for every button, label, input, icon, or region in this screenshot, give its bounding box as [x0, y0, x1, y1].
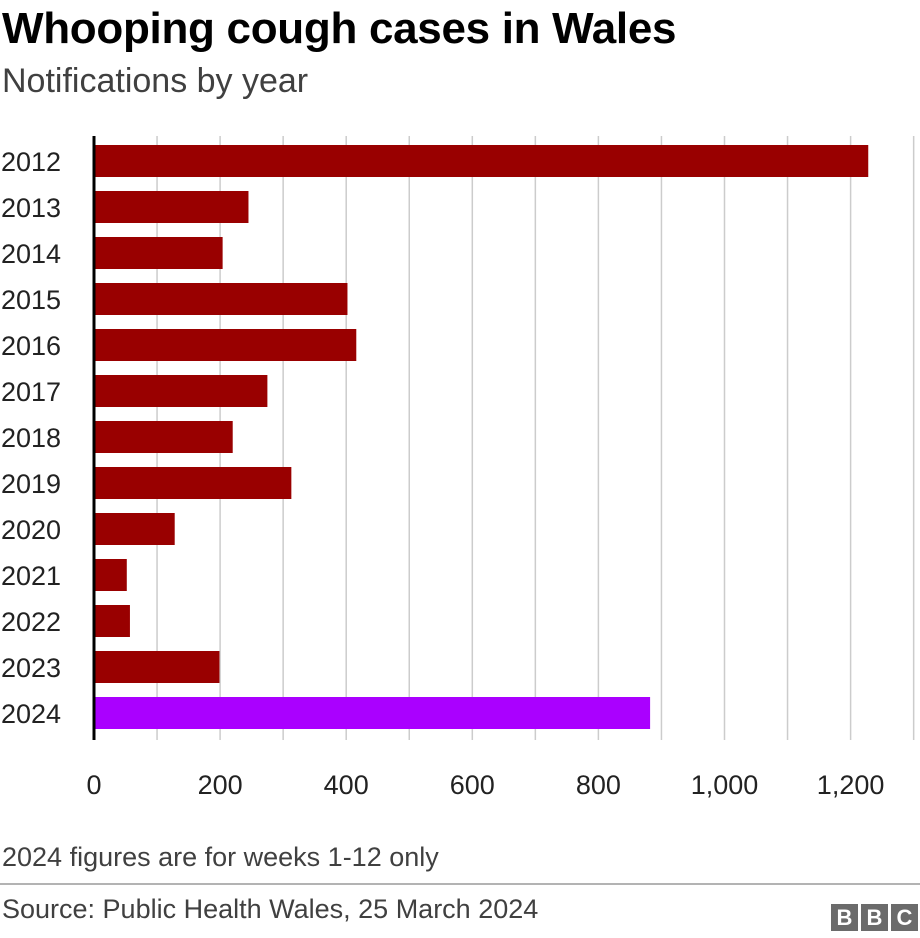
category-label: 2020: [1, 515, 61, 545]
category-label: 2019: [1, 469, 61, 499]
bar: [94, 513, 175, 545]
bar: [94, 145, 869, 177]
logo-letter: B: [831, 904, 858, 931]
bar: [94, 283, 348, 315]
category-label: 2014: [1, 239, 61, 269]
x-tick-label: 400: [324, 770, 369, 800]
category-label: 2015: [1, 285, 61, 315]
x-tick-label: 1,000: [691, 770, 759, 800]
source-text: Source: Public Health Wales, 25 March 20…: [2, 894, 539, 924]
bar: [94, 467, 292, 499]
x-tick-label: 200: [198, 770, 243, 800]
x-tick-label: 1,200: [817, 770, 885, 800]
bar-chart: 2012 2013 2014 2015 2016 2017 2018 2019 2020 2021…: [1, 136, 915, 800]
chart-title: Whooping cough cases in Wales: [2, 4, 677, 53]
category-label: 2017: [1, 377, 61, 407]
bbc-logo: B B C: [831, 904, 918, 931]
chart-subtitle: Notifications by year: [2, 62, 309, 100]
bar: [94, 697, 651, 729]
category-label: 2021: [1, 561, 61, 591]
bar: [94, 421, 233, 453]
x-tick-label: 600: [450, 770, 495, 800]
category-label: 2023: [1, 653, 61, 683]
category-label: 2016: [1, 331, 61, 361]
category-label: 2018: [1, 423, 61, 453]
logo-letter: C: [891, 904, 918, 931]
chart-note: 2024 figures are for weeks 1-12 only: [2, 842, 439, 872]
x-tick-label: 800: [576, 770, 621, 800]
category-label: 2024: [1, 699, 61, 729]
bar: [94, 191, 249, 223]
bar: [94, 651, 220, 683]
x-tick-label: 0: [86, 770, 101, 800]
category-label: 2022: [1, 607, 61, 637]
bar: [94, 605, 130, 637]
category-label: 2012: [1, 147, 61, 177]
bar: [94, 559, 127, 591]
bar: [94, 237, 223, 269]
category-label: 2013: [1, 193, 61, 223]
bar: [94, 329, 357, 361]
logo-letter: B: [861, 904, 888, 931]
bar: [94, 375, 268, 407]
footer-divider: [0, 883, 920, 885]
